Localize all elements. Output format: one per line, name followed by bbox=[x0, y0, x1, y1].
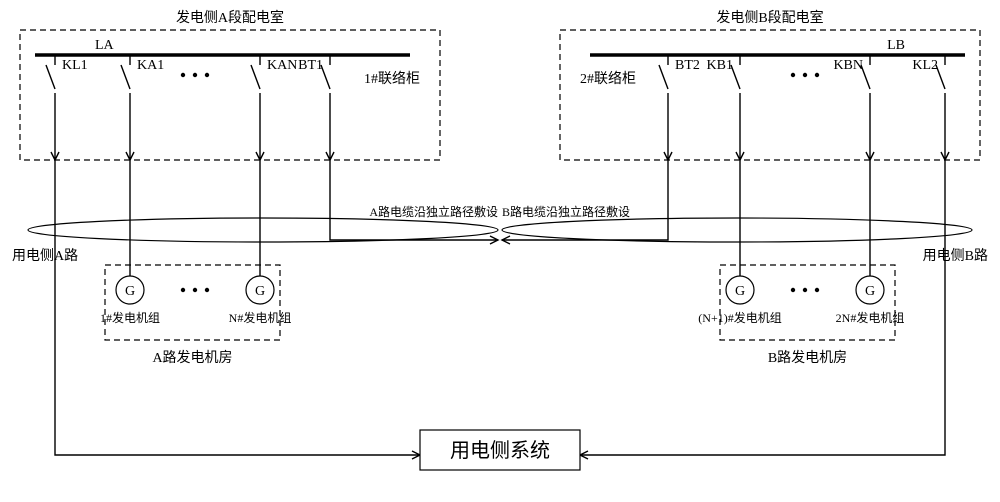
load-b-label: 用电侧B路 bbox=[923, 248, 988, 264]
liaison-b-label: 2#联络柜 bbox=[580, 71, 636, 87]
room-b-box bbox=[560, 30, 980, 160]
load-system-label: 用电侧系统 bbox=[450, 439, 550, 462]
room-b-title: 发电侧B段配电室 bbox=[716, 9, 823, 26]
load-feeder-a bbox=[55, 160, 420, 455]
room-a-title: 发电侧A段配电室 bbox=[176, 9, 284, 26]
svg-text:G: G bbox=[865, 284, 875, 299]
diagram-canvas: 发电侧A段配电室 发电侧B段配电室 LA LB KL1 KA1 KANBT1 1#联络柜 BT2… bbox=[0, 0, 1000, 502]
busbar-lb-label: LB bbox=[887, 38, 905, 53]
switch-ka1-label: KA1 bbox=[137, 58, 164, 73]
svg-text:G: G bbox=[735, 284, 745, 299]
gen-room-a-title: A路发电机房 bbox=[152, 350, 232, 366]
generator-a-label: N#发电机组 bbox=[229, 310, 292, 325]
switch-bt1-label: BT1 bbox=[298, 58, 323, 73]
cable-tray-b bbox=[502, 218, 972, 242]
svg-text:G: G bbox=[125, 284, 135, 299]
switch-ka1 bbox=[121, 65, 130, 89]
tie-cable-b bbox=[502, 160, 668, 240]
tie-cable-a bbox=[330, 160, 498, 240]
svg-text:G: G bbox=[255, 284, 265, 299]
cable-tray-a bbox=[28, 218, 498, 242]
switch-kl2-label: KL2 bbox=[912, 58, 938, 73]
switch-kl1-label: KL1 bbox=[62, 58, 88, 73]
cable-b-desc: B路电缆沿独立路径敷设 bbox=[502, 204, 630, 219]
switch-bt2-label: BT2 bbox=[675, 58, 700, 73]
generator-b-label: 2N#发电机组 bbox=[836, 310, 905, 325]
cable-a-desc: A路电缆沿独立路径敷设 bbox=[369, 204, 498, 219]
switch-kb1-label: KB1 bbox=[707, 58, 733, 73]
load-feeder-b bbox=[580, 160, 945, 455]
switch-kan bbox=[251, 65, 260, 89]
generator-a-label: 1#发电机组 bbox=[100, 310, 160, 325]
switch-kbn-label: KBN bbox=[833, 58, 863, 73]
gen-room-b-title: B路发电机房 bbox=[768, 350, 847, 366]
switch-bt2 bbox=[659, 65, 668, 89]
busbar-la-label: LA bbox=[95, 38, 115, 53]
switch-kl1 bbox=[46, 65, 55, 89]
switch-kan-label: KAN bbox=[267, 58, 297, 73]
generator-b-label: (N+1)#发电机组 bbox=[698, 310, 781, 325]
room-a-box bbox=[20, 30, 440, 160]
load-a-label: 用电侧A路 bbox=[12, 248, 78, 264]
liaison-a-label: 1#联络柜 bbox=[364, 71, 420, 87]
